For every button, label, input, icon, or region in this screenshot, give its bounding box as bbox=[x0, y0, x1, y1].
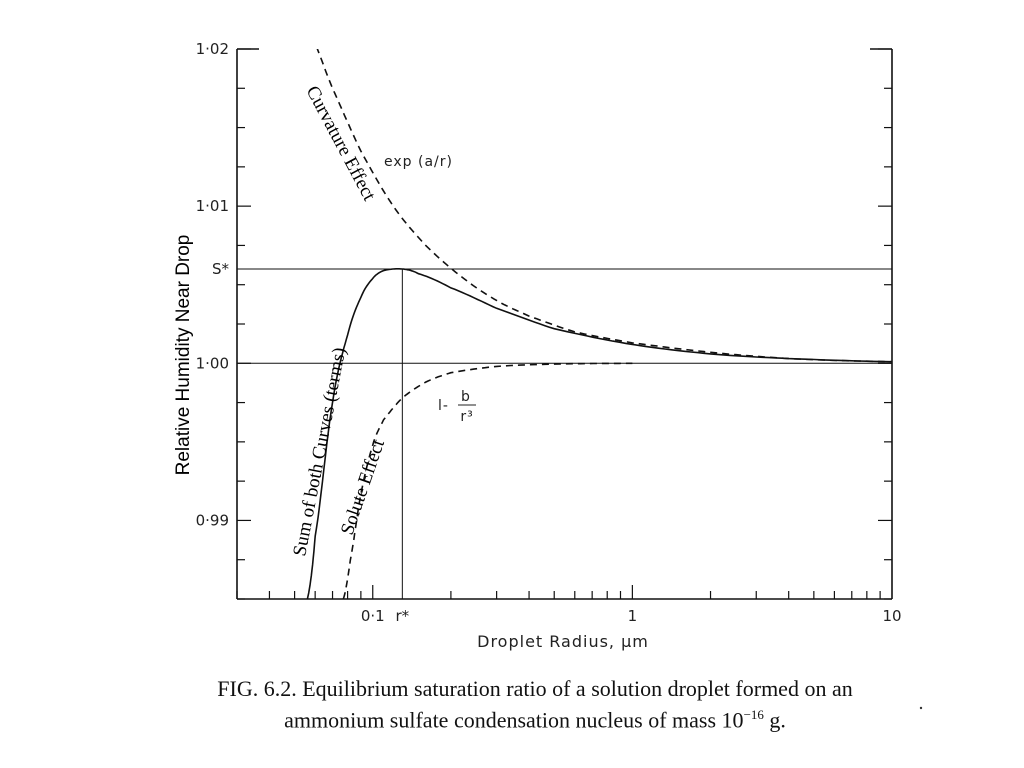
scan-dot bbox=[919, 706, 923, 710]
x-tick-label-2: 1 bbox=[628, 607, 638, 625]
y-tick-label-2: S* bbox=[212, 260, 230, 278]
solute-term-prefix: l- bbox=[438, 398, 449, 414]
series-1-line bbox=[342, 362, 633, 599]
x-axis-label: Droplet Radius, μm bbox=[477, 632, 649, 651]
ticks-layer: 1·02 1·01 S* 1·00 0·99 0·1 r* 1 10 bbox=[196, 40, 902, 625]
exp-curve-label: exp (a/r) bbox=[384, 154, 453, 170]
caption-line-2: ammonium sulfate condensation nucleus of… bbox=[60, 702, 1010, 733]
curvature-effect-label: Curvature Effect bbox=[302, 82, 380, 204]
y-axis-label: Relative Humidity Near Drop bbox=[173, 235, 194, 476]
x-tick-label-3: 10 bbox=[882, 607, 901, 625]
solute-effect-label: Solute Effect bbox=[337, 436, 389, 537]
y-tick-label-4: 0·99 bbox=[196, 511, 229, 529]
x-tick-label-1: r* bbox=[395, 607, 409, 625]
solute-term-numerator: b bbox=[461, 389, 471, 405]
solute-term-label: l- b r³ bbox=[438, 389, 476, 425]
figure-caption: FIG. 6.2. Equilibrium saturation ratio o… bbox=[60, 676, 1010, 733]
y-tick-label-3: 1·00 bbox=[196, 354, 229, 372]
caption-line-2-suffix: g. bbox=[763, 707, 786, 733]
plot-layer bbox=[237, 49, 892, 599]
series-0-line bbox=[316, 49, 892, 363]
solute-term-denominator: r³ bbox=[460, 409, 473, 425]
series-2-line bbox=[306, 268, 892, 599]
y-tick-label-0: 1·02 bbox=[196, 40, 229, 58]
x-tick-label-0: 0·1 bbox=[361, 607, 385, 625]
caption-exponent: −16 bbox=[743, 707, 764, 722]
caption-line-1: FIG. 6.2. Equilibrium saturation ratio o… bbox=[217, 676, 853, 701]
caption-line-2-prefix: ammonium sulfate condensation nucleus of… bbox=[284, 707, 744, 733]
y-tick-label-1: 1·01 bbox=[196, 197, 229, 215]
